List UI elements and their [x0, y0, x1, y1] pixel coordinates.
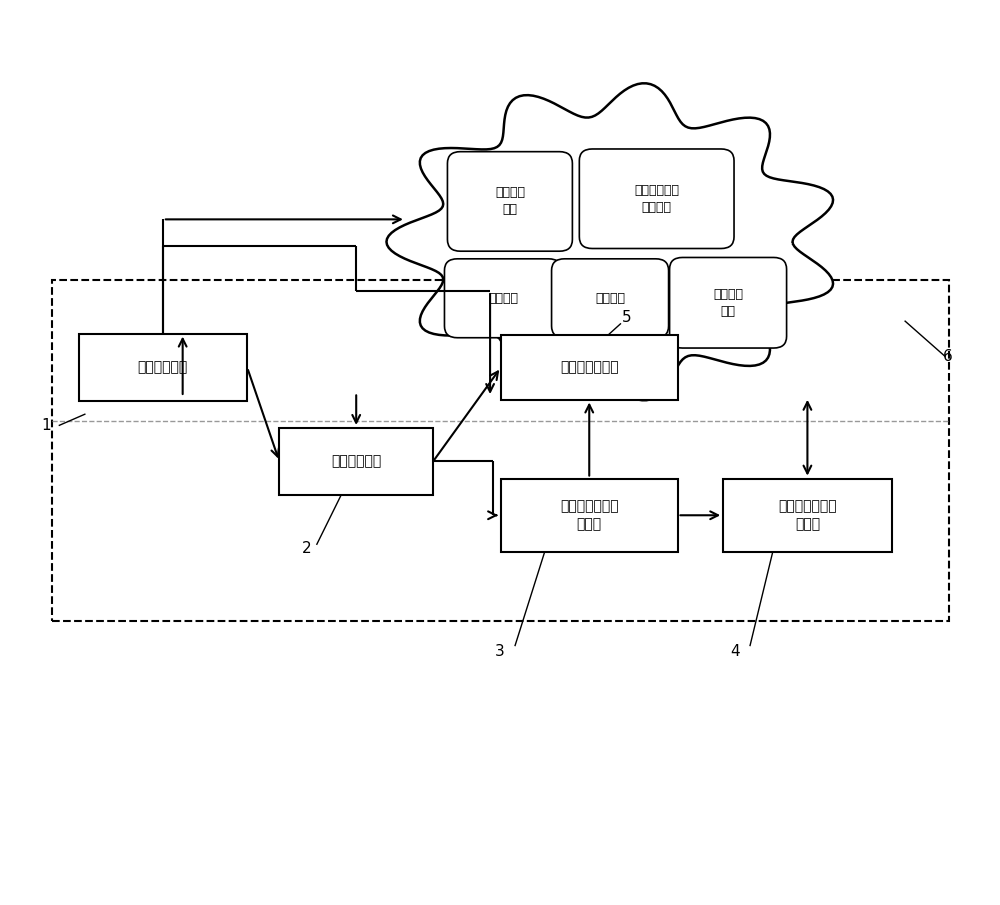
Bar [79, 334, 247, 401]
Polygon shape [386, 83, 833, 400]
Bar [723, 479, 892, 552]
Text: 模型服务: 模型服务 [488, 291, 518, 305]
Text: 查询与展示模块: 查询与展示模块 [560, 360, 619, 375]
Bar [52, 281, 949, 621]
Text: 6: 6 [943, 349, 953, 364]
Text: 3: 3 [495, 644, 505, 659]
Text: 局部态势感知计
算模块: 局部态势感知计 算模块 [560, 499, 619, 531]
Text: 局部态势感知交
互模块: 局部态势感知交 互模块 [778, 499, 837, 531]
Text: 身份验证模块: 身份验证模块 [138, 360, 188, 375]
Text: 实时数据
服务: 实时数据 服务 [713, 288, 743, 318]
Text: 4: 4 [730, 644, 740, 659]
Text: 1: 1 [41, 418, 51, 433]
Bar [501, 335, 678, 400]
FancyBboxPatch shape [444, 259, 561, 338]
Text: 2: 2 [302, 541, 311, 556]
FancyBboxPatch shape [579, 149, 734, 249]
FancyBboxPatch shape [447, 152, 572, 252]
FancyBboxPatch shape [552, 259, 669, 338]
FancyBboxPatch shape [670, 258, 787, 348]
Text: 图形服务: 图形服务 [595, 291, 625, 305]
Text: 数据访问模块: 数据访问模块 [331, 454, 381, 469]
Text: 全局态势感知
信息服务: 全局态势感知 信息服务 [634, 184, 679, 214]
Bar [501, 479, 678, 552]
Bar [279, 428, 433, 495]
Text: 身份验证
服务: 身份验证 服务 [495, 186, 525, 216]
Text: 5: 5 [622, 310, 632, 326]
